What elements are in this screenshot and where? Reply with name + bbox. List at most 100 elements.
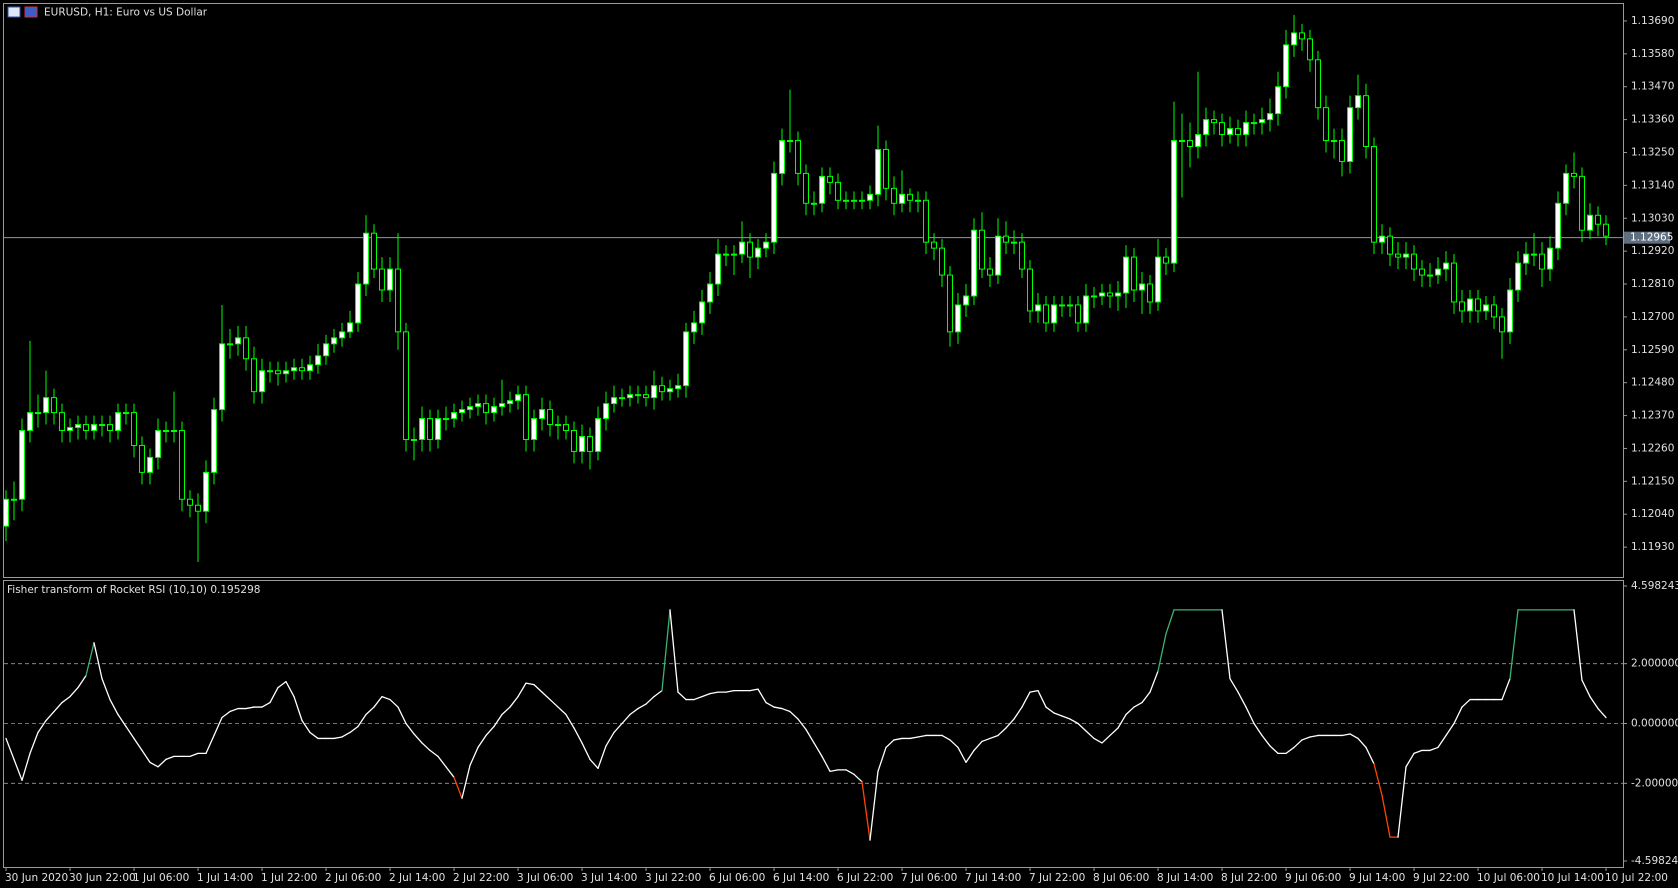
indicator-segment [437,755,447,768]
indicator-segment [1229,677,1239,693]
candle-body [651,385,657,399]
candle-body [147,456,153,473]
indicator-segment [101,677,111,701]
indicator-segment [797,718,807,731]
candle-body [547,409,553,426]
indicator-segment [1581,679,1591,698]
candle-body [267,370,273,373]
candle-body [83,424,89,432]
candle-body [1507,289,1513,333]
indicator-segment [1165,609,1175,635]
candle-body [11,498,17,501]
candle-body [1387,235,1393,255]
candle-body [187,498,193,506]
candle-body [947,274,953,333]
candle-body [1155,256,1161,303]
x-tick-label: 30 Jun 22:00 [69,872,136,884]
candle-body [795,140,801,174]
x-tick-label: 3 Jul 14:00 [581,872,637,884]
candle-body [1419,268,1425,276]
candle-body [227,343,233,346]
indicator-segment [853,773,863,783]
indicator-segment [37,719,47,734]
y-tick-label: 1.13030 [1631,212,1674,224]
indicator-segment [589,758,599,770]
indicator-segment [1293,739,1303,749]
candle-body [435,418,441,440]
candle-body [1091,295,1097,298]
candle-body [555,424,561,427]
candle-body [931,241,937,249]
indicator-segment [509,695,519,708]
candle-body [1003,235,1009,243]
y-tick-label: 1.13470 [1631,81,1674,93]
indicator-segment [261,701,271,708]
candle-body [1403,253,1409,258]
candle-body [507,400,513,405]
indicator-segment [613,722,623,734]
candle-body [1379,235,1385,243]
candle-body [323,343,329,357]
candle-body [1203,119,1209,136]
candle-body [1163,256,1169,264]
indicator-segment [781,707,791,713]
candle-body [883,148,889,189]
candle-body [739,241,745,255]
candle-body [1179,140,1185,143]
y-tick-label: 1.12480 [1631,377,1674,389]
candle-body [243,337,249,360]
indicator-segment [517,682,527,698]
indicator-segment [301,719,311,734]
candle-body [523,394,529,440]
y-tick-label: 1.12370 [1631,410,1674,422]
candle-body [347,322,353,333]
candle-body [747,241,753,258]
indicator-segment [773,706,783,710]
candle-body [1523,253,1529,264]
candle-body [1355,95,1361,109]
indicator-segment [1069,718,1079,725]
candle-body [699,301,705,324]
indicator-segment [725,689,735,693]
x-tick-label: 8 Jul 06:00 [1093,872,1149,884]
indicator-segment [1365,746,1375,765]
candle-body [443,418,449,421]
candle-body [259,370,265,393]
candle-body [1171,140,1177,264]
candle-body [211,409,217,473]
indicator-segment [525,682,535,686]
indicator-segment [245,706,255,710]
candle-body [403,331,409,440]
x-tick-label: 6 Jul 14:00 [773,872,829,884]
candle-body [835,181,841,201]
candle-body [587,435,593,452]
candle-body [1435,268,1441,276]
candle-body [1147,283,1153,303]
indicator-segment [677,691,687,701]
x-tick-label: 7 Jul 06:00 [901,872,957,884]
indicator-segment [1405,752,1415,768]
indicator-segment [397,706,407,725]
indicator-segment [909,736,919,740]
indicator-segment [229,707,239,713]
indicator-segment [1077,722,1087,732]
indicator-segment [1357,737,1367,749]
indicator-segment [1309,734,1319,738]
indicator-segment [349,725,359,734]
indicator-segment [645,695,655,705]
indicator-segment [485,725,495,737]
candle-body [939,247,945,276]
indicator-segment [701,692,711,698]
candle-body [491,406,497,414]
candle-body [1587,214,1593,231]
candle-body [1219,122,1225,136]
candle-body [27,412,33,432]
indicator-segment [605,731,615,747]
indicator-segment [1157,633,1167,672]
indicator-segment [965,749,975,764]
y-tick-label: 1.13250 [1631,146,1674,158]
indicator-segment [21,752,31,781]
chart-icon [7,6,21,18]
candle-body [667,388,673,393]
